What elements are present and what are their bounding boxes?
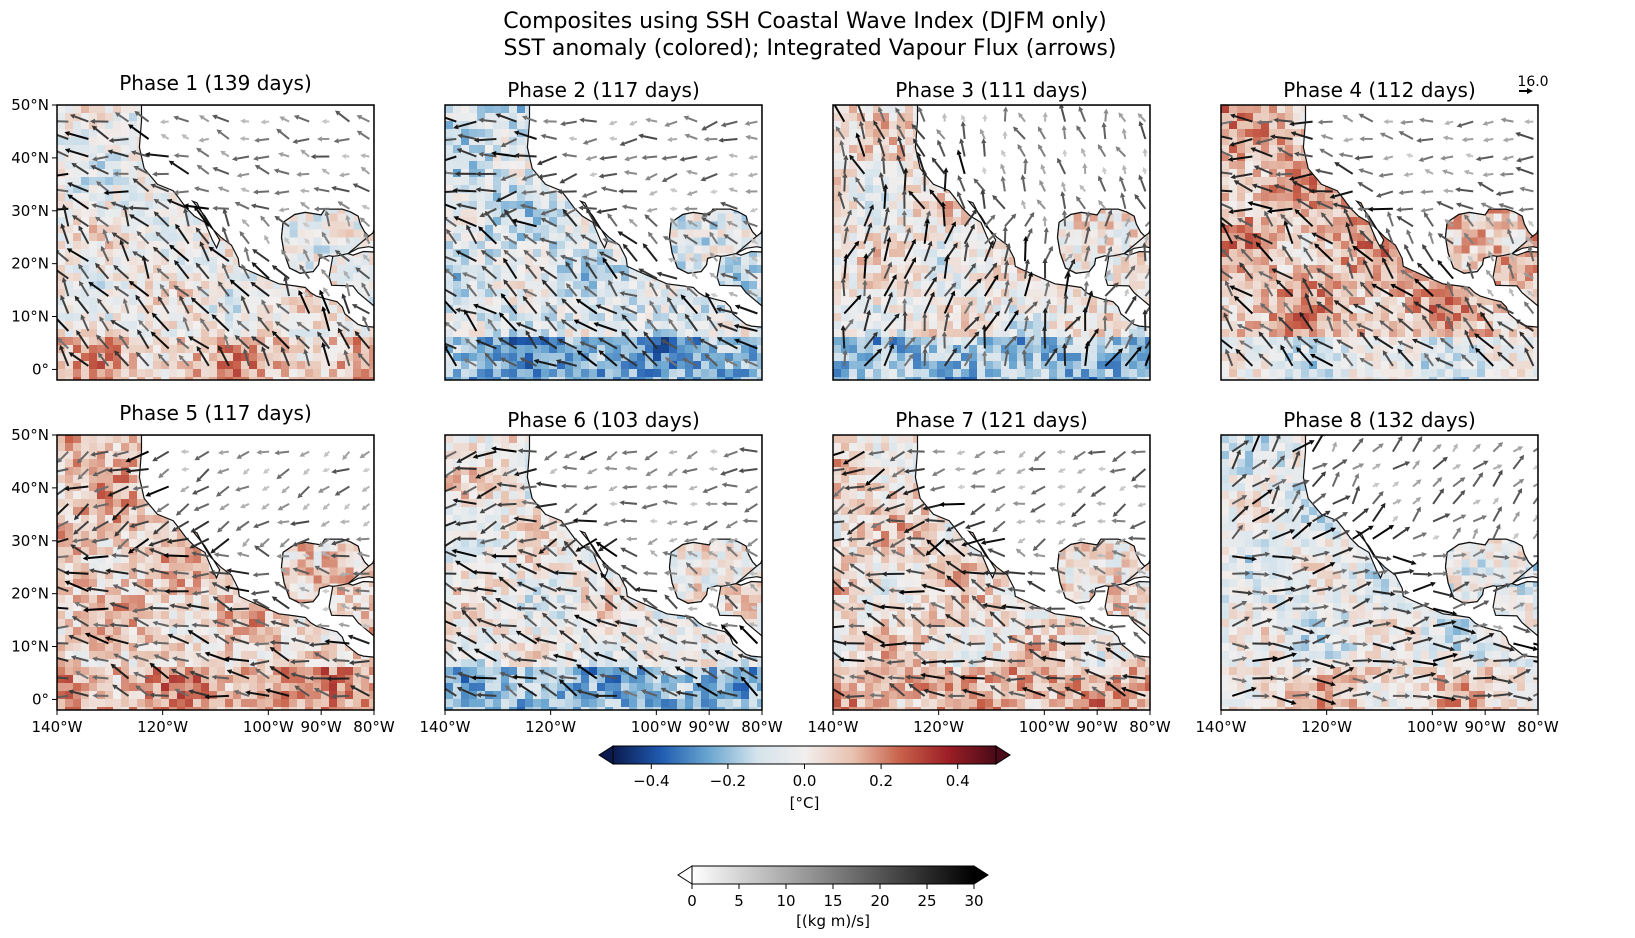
lon-tick-label: 100°W (631, 718, 682, 736)
flux-colorbar-label: [(kg m)/s] (796, 912, 870, 930)
sst-field (1221, 105, 1538, 380)
vapour-flux-arrows (445, 446, 759, 699)
panel-frame (444, 104, 763, 381)
flux-colorbar-tick: 15 (823, 892, 842, 910)
lon-tick-label: 100°W (1019, 718, 1070, 736)
panel-title: Phase 3 (111 days) (895, 78, 1088, 102)
panel-frame (832, 104, 1151, 381)
lon-tick-label: 80°W (1517, 718, 1559, 736)
sst-field (445, 105, 762, 380)
panel-grid: Phase 1 (139 days) 50°N 40°N 30°N 20°N 10°N 0°… (11, 71, 1559, 736)
lon-tick-label: 100°W (243, 718, 294, 736)
island-cuba (1510, 576, 1538, 586)
lon-tick-label: 140°W (32, 718, 83, 736)
lat-tick-label: 20°N (11, 255, 49, 273)
lat-tick-label: 40°N (11, 479, 49, 497)
lon-tick-label: 140°W (808, 718, 859, 736)
flux-colorbar-tick: 5 (734, 892, 744, 910)
lon-tick-label: 120°W (137, 718, 188, 736)
lon-tick-label: 80°W (741, 718, 783, 736)
lat-tick-label: 0° (32, 690, 49, 708)
lon-tick-label: 80°W (1129, 718, 1171, 736)
island-cuba (346, 576, 374, 586)
sst-field (57, 435, 374, 710)
panel-phase-6: Phase 6 (103 days) 140°W 120°W 100°W 90°W 80°… (420, 408, 783, 736)
sst-colorbar-tick: 0.4 (946, 772, 970, 790)
lat-tick-label: 10°N (11, 638, 49, 656)
vapour-flux-arrows (1221, 113, 1535, 367)
lat-tick-label: 20°N (11, 585, 49, 603)
sst-colorbar-tick: 0.0 (793, 772, 817, 790)
panel-phase-3: Phase 3 (111 days) (832, 78, 1151, 381)
panel-frame (1220, 104, 1539, 381)
panel-title: Phase 6 (103 days) (507, 408, 700, 432)
flux-colorbar-tick: 10 (776, 892, 795, 910)
vapour-flux-arrows (833, 105, 1150, 367)
sst-field (833, 105, 1150, 380)
panel-frame (1220, 434, 1539, 711)
sst-colorbar-tick: 0.2 (869, 772, 893, 790)
vapour-flux-arrows (57, 110, 371, 367)
island-cuba (734, 246, 762, 256)
lat-tick-label: 10°N (11, 308, 49, 326)
lon-tick-label: 90°W (1464, 718, 1506, 736)
lon-tick-label: 120°W (913, 718, 964, 736)
sst-colorbar-tick: −0.4 (633, 772, 669, 790)
panel-phase-7: Phase 7 (121 days) 140°W 120°W 100°W 90°W 80°… (808, 408, 1171, 736)
lon-tick-label: 140°W (1196, 718, 1247, 736)
lon-tick-label: 90°W (688, 718, 730, 736)
flux-colorbar-tick: 20 (870, 892, 889, 910)
sst-field (57, 105, 374, 380)
panel-frame (832, 434, 1151, 711)
sst-colorbar-label: [°C] (790, 794, 820, 812)
sst-colorbar: −0.4 −0.2 0.0 0.2 0.4 [°C] (598, 745, 1011, 812)
panel-title: Phase 1 (139 days) (119, 71, 312, 95)
vapour-flux-arrows (57, 449, 371, 700)
lat-tick-label: 40°N (11, 149, 49, 167)
panel-frame (444, 434, 763, 711)
panel-phase-5: Phase 5 (117 days) 50°N 40°N 30°N 20°N 10°N 0°… (11, 401, 395, 736)
sst-field (1221, 435, 1538, 710)
panel-title: Phase 8 (132 days) (1283, 408, 1476, 432)
panel-phase-1: Phase 1 (139 days) 50°N 40°N 30°N 20°N 10°N 0° (11, 71, 375, 381)
panel-title: Phase 5 (117 days) (119, 401, 312, 425)
panel-title: Phase 7 (121 days) (895, 408, 1088, 432)
panel-phase-4: Phase 4 (112 days) (1220, 78, 1539, 381)
panel-title: Phase 4 (112 days) (1283, 78, 1476, 102)
panel-phase-8: Phase 8 (132 days) 140°W 120°W 100°W 90°W 80°… (1196, 408, 1559, 736)
vapour-flux-arrows (833, 448, 1147, 700)
island-cuba (734, 576, 762, 586)
vapour-flux-arrows (1231, 435, 1538, 705)
figure-title-line2: SST anomaly (colored); Integrated Vapour… (504, 36, 1117, 61)
lon-tick-label: 100°W (1407, 718, 1458, 736)
flux-colorbar-tick: 30 (964, 892, 983, 910)
lat-tick-label: 50°N (11, 96, 49, 114)
lon-tick-label: 90°W (300, 718, 342, 736)
island-cuba (346, 246, 374, 256)
lat-tick-label: 30°N (11, 532, 49, 550)
vapour-flux-arrows (445, 113, 759, 367)
panel-frame (56, 104, 375, 381)
lon-tick-label: 120°W (1301, 718, 1352, 736)
lon-tick-label: 80°W (353, 718, 395, 736)
lon-tick-label: 120°W (525, 718, 576, 736)
quiver-key-value: 16.0 (1517, 74, 1548, 90)
panel-phase-2: Phase 2 (117 days) (444, 78, 763, 381)
panel-title: Phase 2 (117 days) (507, 78, 700, 102)
lat-tick-label: 50°N (11, 426, 49, 444)
flux-colorbar: 0 5 10 15 20 25 30 [(kg m)/s] (677, 865, 989, 930)
flux-colorbar-tick: 0 (687, 892, 697, 910)
lat-tick-label: 30°N (11, 202, 49, 220)
lat-tick-label: 0° (32, 360, 49, 378)
panel-frame (56, 434, 375, 711)
lon-tick-label: 140°W (420, 718, 471, 736)
island-cuba (1122, 576, 1150, 586)
sst-colorbar-tick: −0.2 (710, 772, 746, 790)
figure-title-line1: Composites using SSH Coastal Wave Index … (503, 9, 1106, 34)
sst-field (833, 435, 1150, 710)
sst-field (445, 435, 762, 710)
lon-tick-label: 90°W (1076, 718, 1118, 736)
flux-colorbar-tick: 25 (917, 892, 936, 910)
